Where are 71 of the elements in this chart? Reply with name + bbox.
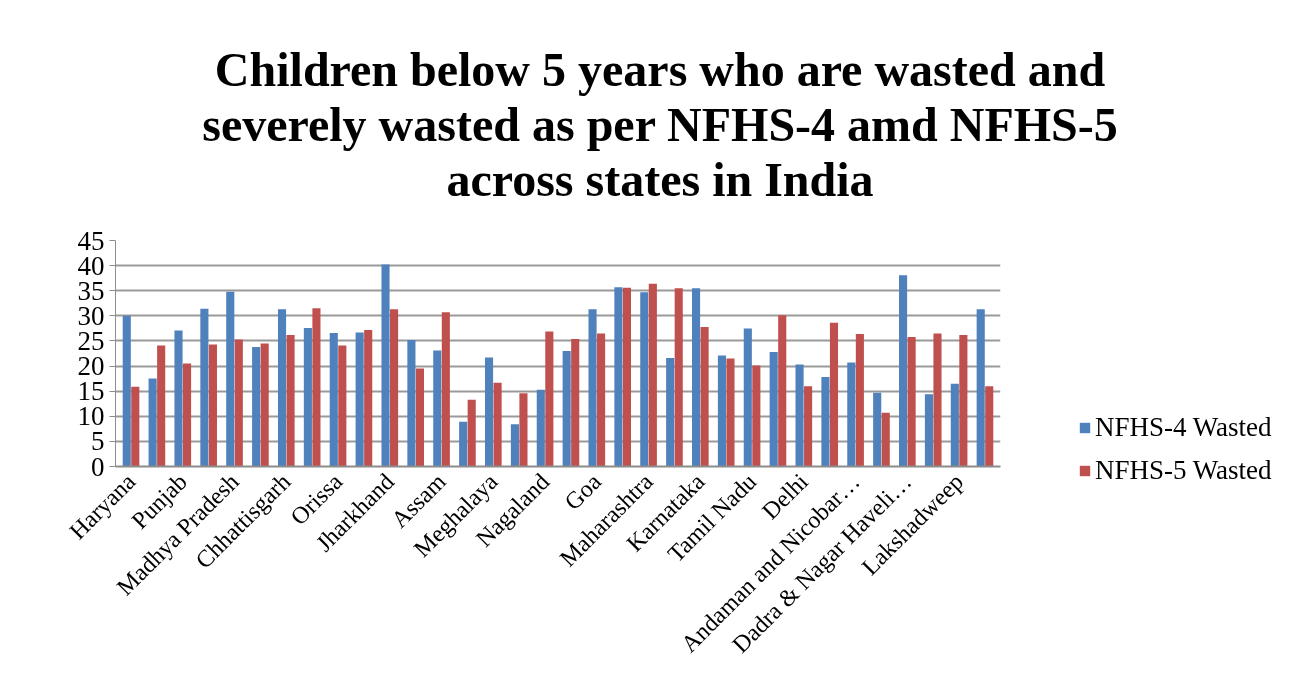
bar (700, 326, 709, 467)
bar (226, 291, 235, 467)
bar (829, 322, 839, 467)
bar (277, 309, 287, 467)
bar (157, 345, 166, 467)
bar (390, 309, 399, 467)
bar (648, 283, 657, 467)
bar (364, 329, 373, 467)
bar (467, 399, 476, 467)
bar (441, 312, 450, 467)
bar (252, 346, 261, 467)
bar (571, 338, 580, 467)
bar (674, 288, 683, 467)
bar (536, 389, 545, 467)
bar (407, 339, 416, 467)
legend-label: NFHS-4 Wasted (1095, 412, 1272, 443)
bar (329, 332, 338, 467)
bar (717, 355, 726, 467)
bar (562, 350, 571, 467)
bar (873, 392, 882, 467)
bar (355, 332, 364, 467)
bar (459, 421, 468, 467)
bar (381, 264, 390, 467)
bar (666, 358, 675, 467)
bar (795, 364, 804, 467)
chart-title: Children below 5 years who are wasted and severely wasted as per NFHS-4 amd NFHS-5 across states in India (201, 42, 1119, 207)
bar (985, 386, 994, 467)
bar (260, 343, 269, 467)
bar (959, 334, 968, 467)
bar (338, 345, 347, 467)
bar (881, 412, 890, 467)
bar (769, 351, 778, 467)
bar (433, 350, 442, 467)
bar (821, 377, 830, 467)
bar (303, 327, 312, 467)
bar (778, 315, 787, 467)
bar (622, 287, 632, 467)
bar (286, 334, 295, 467)
bar (312, 308, 321, 467)
bar (519, 393, 528, 467)
bar (614, 287, 623, 467)
bar (976, 309, 985, 467)
bar (804, 386, 813, 467)
bar (510, 424, 519, 467)
bar (692, 288, 701, 467)
bar (855, 333, 864, 467)
bar (743, 328, 752, 467)
bar (924, 394, 934, 467)
bar (200, 308, 209, 467)
bar (933, 333, 942, 467)
bar (484, 357, 494, 467)
bar (640, 292, 649, 467)
bar (174, 330, 183, 467)
bar (847, 362, 856, 467)
bar (131, 386, 140, 467)
bar (950, 383, 959, 467)
bar (907, 336, 916, 467)
bar (493, 382, 502, 467)
bar (899, 275, 908, 467)
bar (752, 365, 761, 467)
bar (597, 333, 606, 467)
bar (182, 363, 192, 467)
bar (234, 339, 243, 467)
bar (545, 331, 554, 467)
legend-label: NFHS-5 Wasted (1095, 455, 1272, 486)
bar (148, 378, 157, 467)
bar (415, 368, 424, 467)
bar (122, 315, 131, 467)
bar (208, 344, 217, 467)
bar (588, 309, 597, 467)
bar (726, 358, 735, 467)
